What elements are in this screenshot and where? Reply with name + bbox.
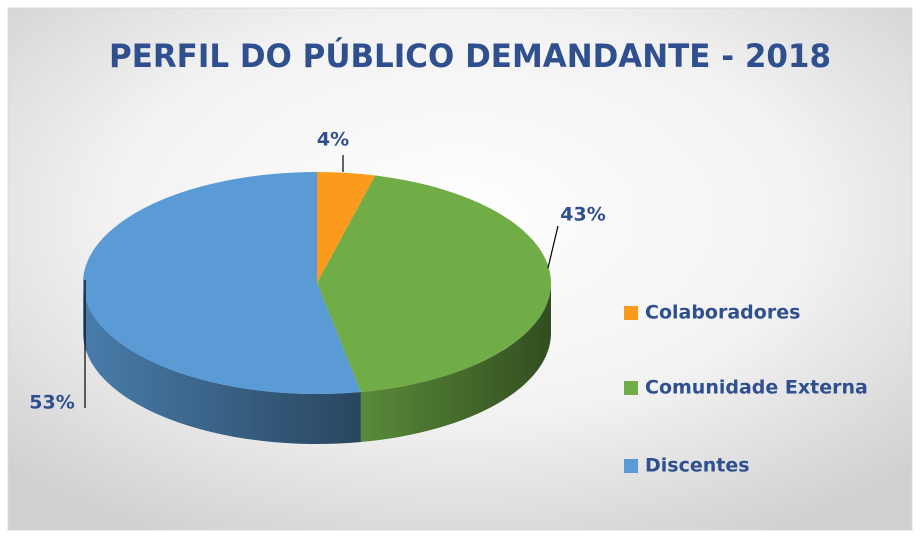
legend-label: Discentes — [645, 455, 750, 477]
data-label: 4% — [317, 129, 349, 151]
data-label: 53% — [29, 392, 74, 414]
chart-title: PERFIL DO PÚBLICO DEMANDANTE - 2018 — [109, 36, 831, 75]
legend-swatch — [624, 381, 638, 395]
legend-swatch — [624, 459, 638, 473]
slice — [82, 172, 361, 394]
slice — [317, 172, 376, 283]
slice — [317, 175, 551, 393]
slice-side-shade — [83, 283, 361, 444]
legend-swatch — [624, 306, 638, 320]
slice-side-shade — [360, 283, 551, 443]
leader-line — [547, 225, 559, 269]
legend-label: Comunidade Externa — [645, 377, 868, 399]
data-label: 43% — [560, 204, 605, 226]
legend-label: Colaboradores — [645, 302, 800, 324]
